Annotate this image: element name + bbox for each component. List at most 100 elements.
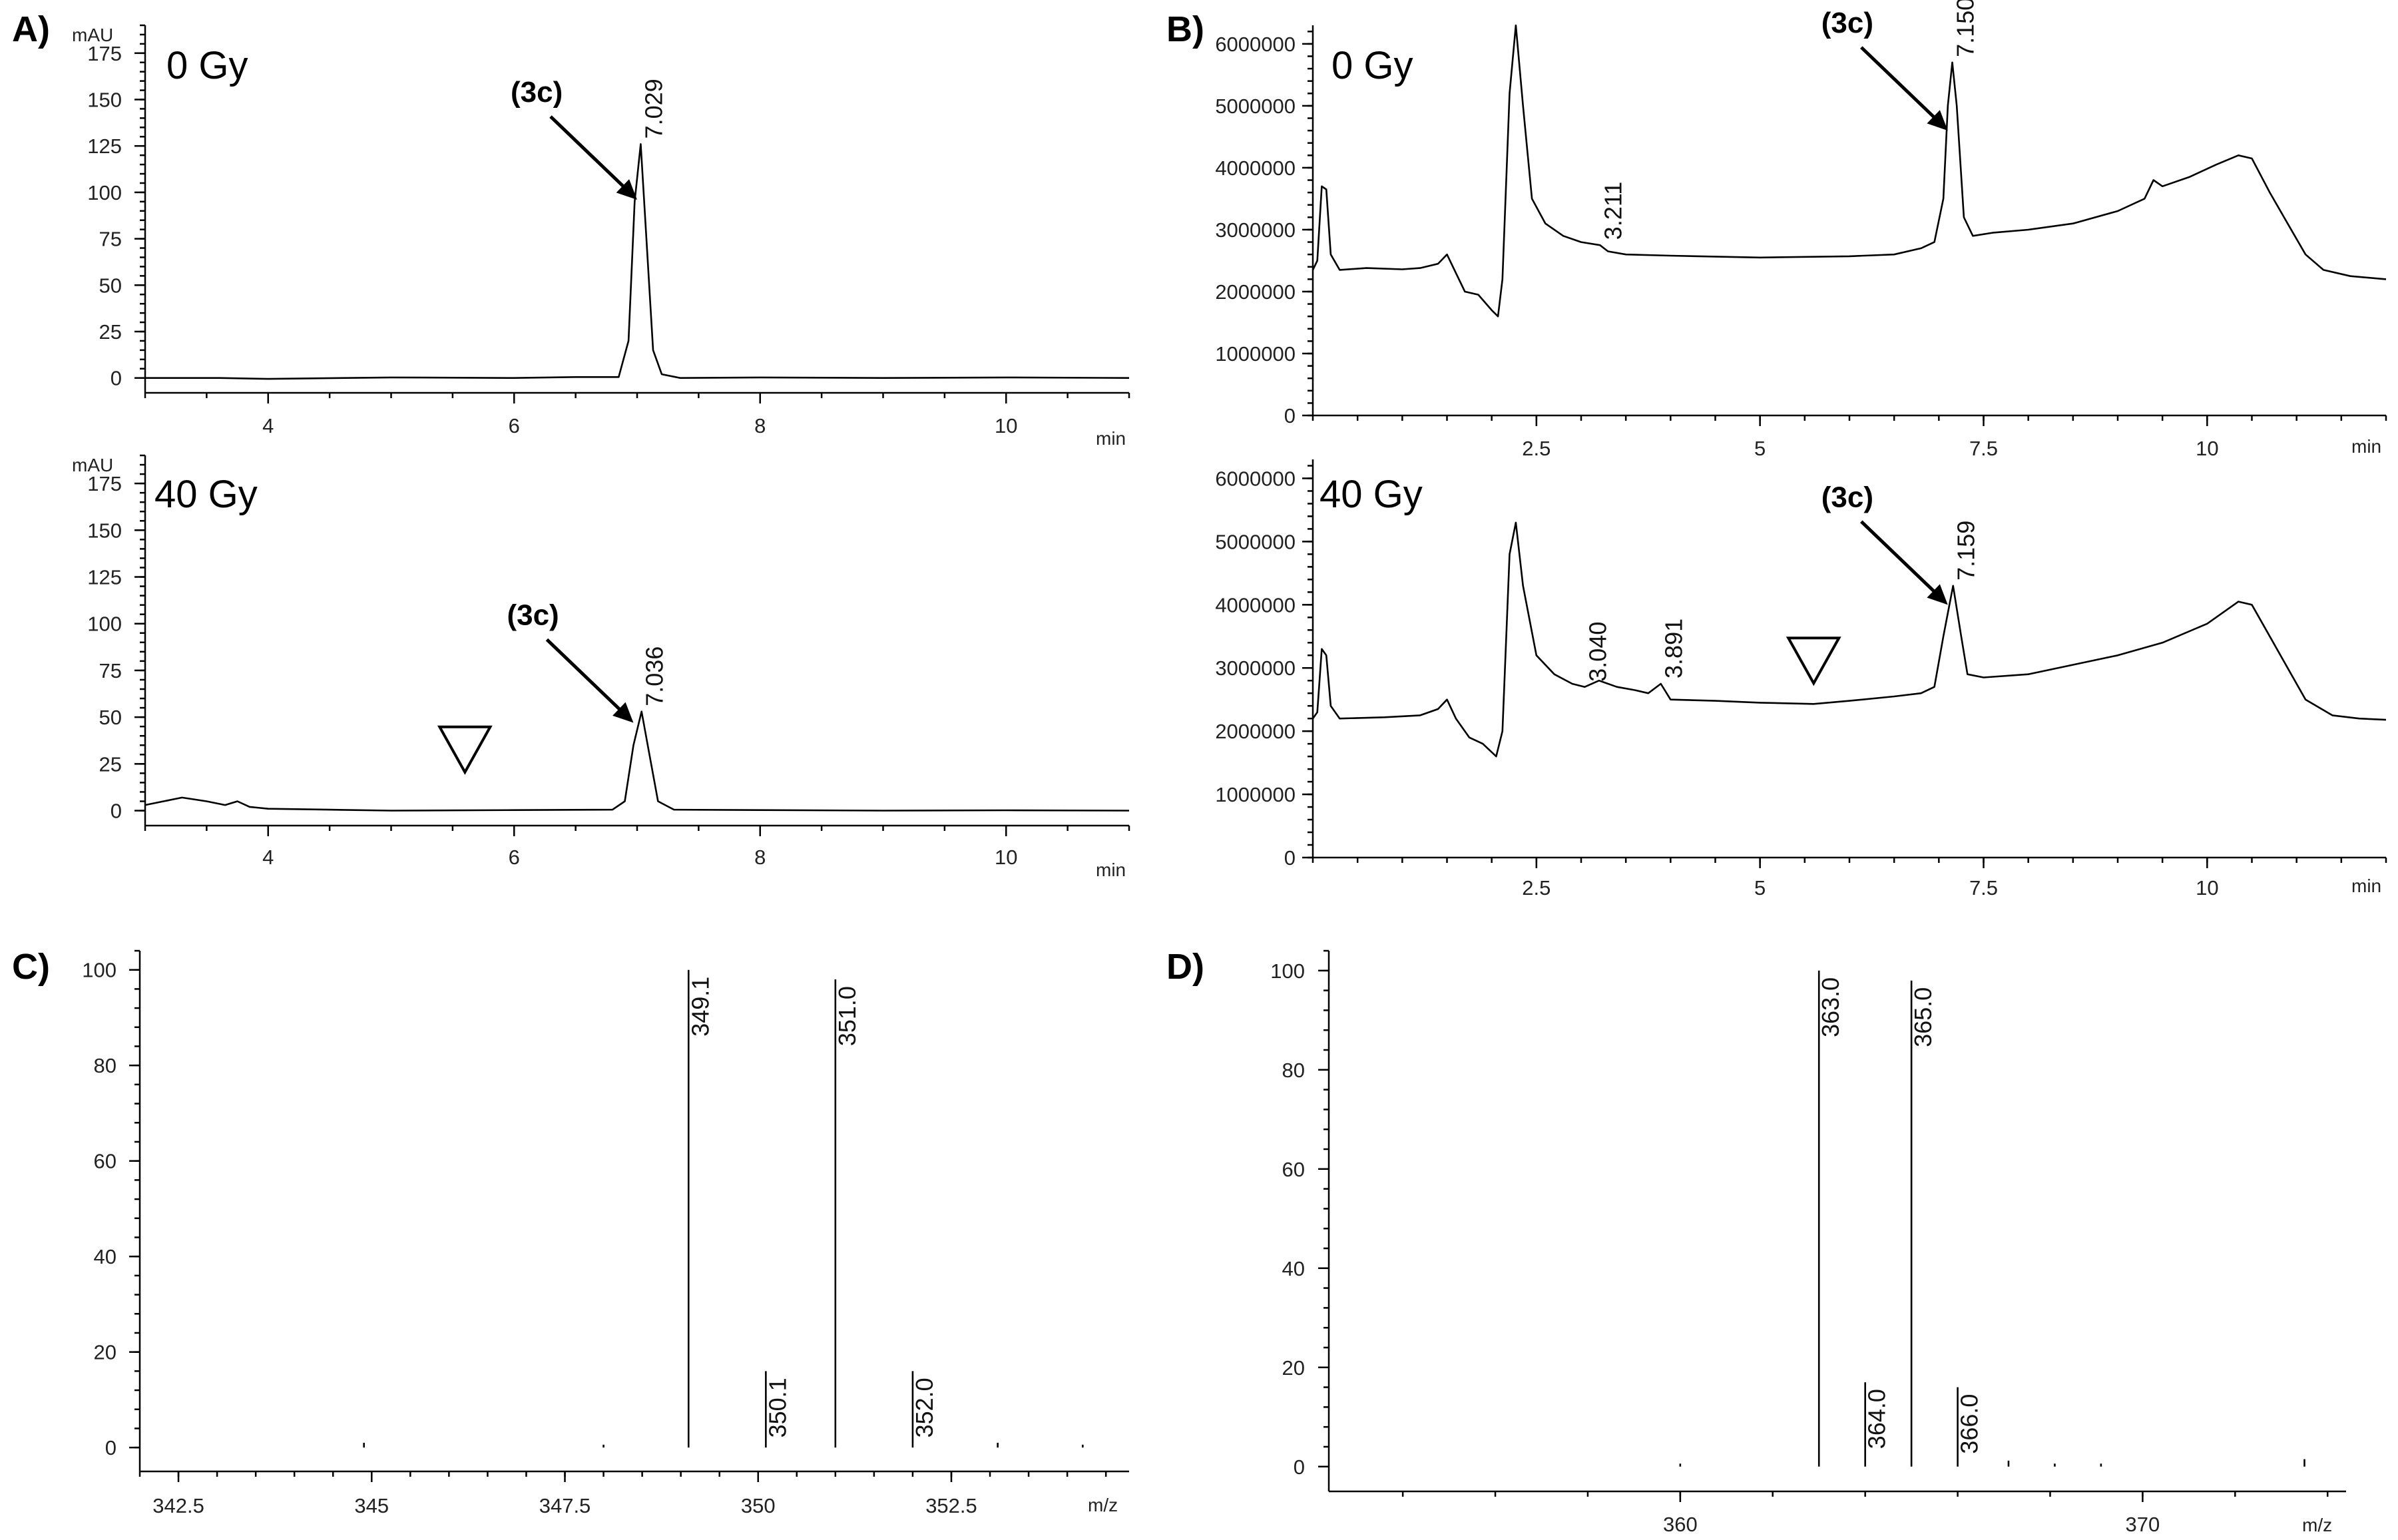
x-tick-label: 4	[262, 846, 274, 869]
x-tick-label: 352.5	[925, 1494, 977, 1517]
y-tick-label: 2000000	[1215, 280, 1296, 304]
y-tick-label: 125	[87, 566, 122, 589]
y-tick-label: 25	[99, 320, 122, 344]
arrow-head	[612, 702, 634, 723]
b-bottom-xunit: min	[2351, 876, 2381, 896]
compound-label: (3c)	[1821, 7, 1873, 39]
b-top-condition: 0 Gy	[1331, 44, 1413, 87]
y-tick-label: 25	[99, 752, 122, 776]
y-tick-label: 40	[94, 1245, 117, 1268]
chart-d: 0 20 40 60 80 100 360 370 363.0 364.0 365.0 366.0	[1270, 949, 2346, 1536]
chromatogram-trace	[1312, 24, 2387, 318]
peak-label: 365.0	[1909, 987, 1937, 1047]
y-tick-label: 75	[99, 228, 122, 251]
compound-label: (3c)	[511, 76, 563, 109]
y-tick-label: 3000000	[1215, 218, 1296, 242]
y-tick-label: 40	[1282, 1257, 1305, 1280]
chart-a-0gy: 0 25 50 75 100 125 150 175 4 6 8 10 7.029 (3c)	[87, 24, 1130, 437]
peak-label: 351.0	[834, 986, 861, 1046]
chromatogram-trace	[145, 143, 1130, 380]
annotation-arrow	[545, 638, 630, 719]
peak-label: 349.1	[686, 977, 714, 1037]
y-tick-label: 1000000	[1215, 783, 1296, 806]
x-tick-label: 5	[1754, 437, 1766, 460]
d-xunit: m/z	[2302, 1515, 2332, 1535]
y-tick-label: 0	[105, 1436, 117, 1459]
y-tick-label: 100	[82, 959, 117, 982]
arrow-head	[616, 179, 637, 200]
x-tick-label: 6	[509, 414, 520, 437]
x-tick-label: 10	[2196, 437, 2218, 460]
x-tick-label: 347.5	[539, 1494, 591, 1517]
x-tick-label: 360	[1663, 1513, 1698, 1536]
y-tick-label: 60	[1282, 1158, 1305, 1181]
x-tick-label: 5	[1754, 876, 1766, 899]
x-tick-label: 350	[741, 1494, 776, 1517]
y-tick-label: 50	[99, 274, 122, 297]
y-tick-label: 6000000	[1215, 467, 1296, 490]
x-tick-label: 342.5	[152, 1494, 204, 1517]
y-tick-label: 175	[87, 472, 122, 495]
a-top-condition: 0 Gy	[166, 44, 248, 87]
compound-label: (3c)	[1821, 481, 1873, 513]
y-tick-label: 150	[87, 89, 122, 112]
a-bottom-condition: 40 Gy	[154, 473, 258, 516]
panel-label-a: A)	[12, 9, 50, 49]
y-tick-label: 0	[1294, 1455, 1305, 1479]
x-tick-label: 6	[509, 846, 520, 869]
b-bottom-condition: 40 Gy	[1319, 473, 1423, 516]
triangle-marker-icon	[1786, 637, 1841, 686]
y-tick-label: 175	[87, 42, 122, 65]
chromatogram-trace	[144, 710, 1130, 812]
peak-label: 352.0	[911, 1378, 938, 1437]
compound-label: (3c)	[507, 599, 559, 632]
peak-label: 364.0	[1863, 1389, 1891, 1449]
x-tick-label: 7.5	[1969, 437, 1998, 460]
x-tick-label: 345	[354, 1494, 389, 1517]
y-tick-label: 20	[94, 1341, 117, 1364]
chart-b-0gy: 0 1000000 2000000 3000000 4000000 5000000 6000…	[1215, 0, 2387, 460]
y-tick-label: 100	[87, 613, 122, 636]
y-tick-label: 4000000	[1215, 593, 1296, 617]
y-tick-label: 0	[111, 367, 122, 390]
x-tick-label: 7.5	[1969, 876, 1998, 899]
x-tick-label: 10	[2196, 876, 2218, 899]
y-tick-label: 5000000	[1215, 530, 1296, 553]
chart-b-40gy: 0 1000000 2000000 3000000 4000000 5000000 6000…	[1215, 459, 2387, 899]
y-tick-label: 0	[1284, 404, 1296, 427]
chart-a-40gy: 0 25 50 75 100 125 150 175 4 6 8 10 7.036 (3c)	[87, 454, 1130, 869]
y-tick-label: 100	[1270, 959, 1305, 983]
peak-label: 350.1	[764, 1378, 791, 1437]
x-tick-label: 10	[995, 414, 1017, 437]
triangle-marker-icon	[437, 725, 493, 775]
peak-label: 366.0	[1956, 1394, 1983, 1454]
peak-label: 7.029	[640, 79, 667, 138]
arrow-head	[1927, 110, 1948, 131]
panel-label-c: C)	[12, 947, 50, 987]
y-tick-label: 60	[94, 1150, 117, 1173]
y-tick-label: 20	[1282, 1356, 1305, 1380]
a-top-xunit: min	[1096, 428, 1126, 449]
x-tick-label: 4	[262, 414, 274, 437]
x-tick-label: 10	[995, 846, 1017, 869]
y-tick-label: 80	[1282, 1059, 1305, 1082]
a-bottom-xunit: min	[1096, 860, 1126, 880]
peak-label: 3.891	[1660, 619, 1688, 678]
annotation-arrow	[1860, 520, 1944, 601]
peak-label: 363.0	[1817, 977, 1844, 1037]
y-tick-label: 0	[1284, 846, 1296, 870]
y-tick-label: 5000000	[1215, 95, 1296, 118]
x-tick-label: 370	[2126, 1513, 2160, 1536]
x-tick-label: 2.5	[1522, 437, 1551, 460]
a-bottom-yunit: mAU	[72, 455, 113, 475]
x-tick-label: 8	[754, 414, 766, 437]
y-tick-label: 100	[87, 181, 122, 204]
y-tick-label: 125	[87, 134, 122, 158]
x-tick-label: 8	[754, 846, 766, 869]
y-tick-label: 1000000	[1215, 342, 1296, 366]
y-tick-label: 50	[99, 706, 122, 729]
peak-label: 7.159	[1953, 521, 1980, 581]
x-tick-label: 2.5	[1522, 876, 1551, 899]
panel-label-b: B)	[1166, 9, 1204, 49]
